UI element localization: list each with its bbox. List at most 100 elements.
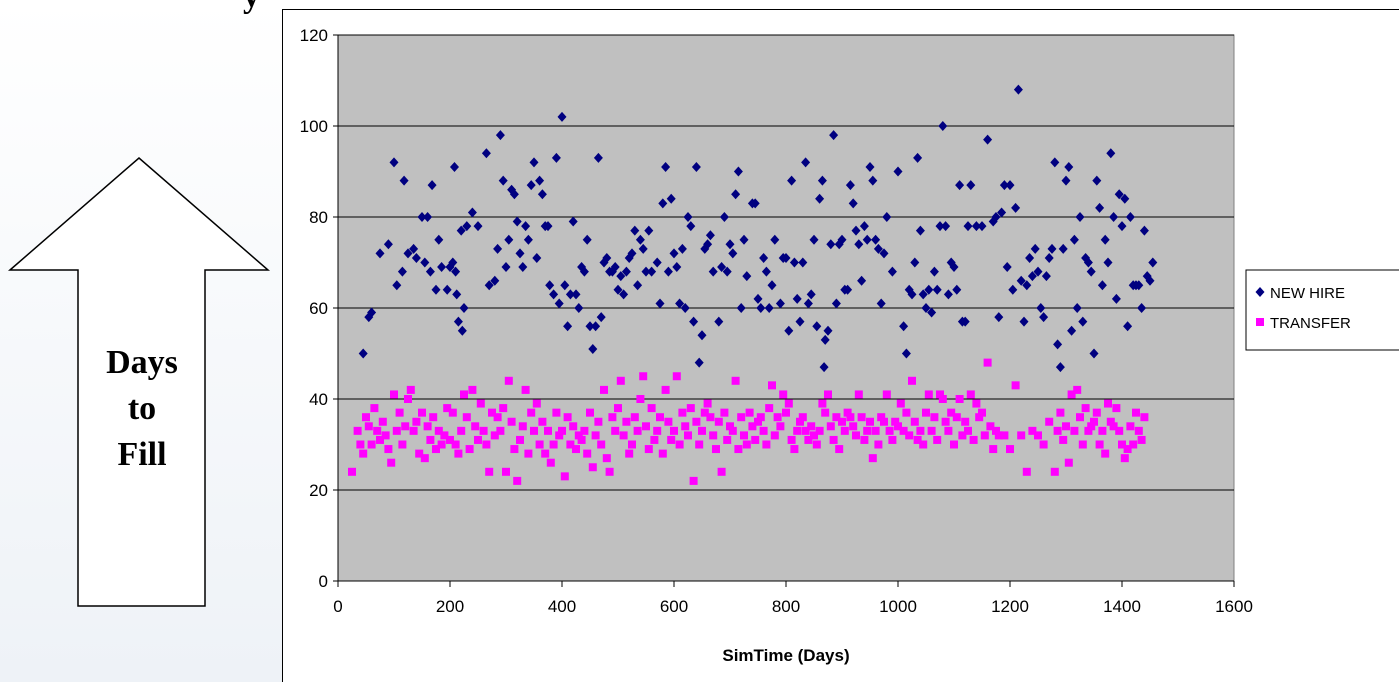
data-point-transfer: [451, 440, 460, 449]
data-point-transfer: [376, 435, 384, 444]
data-point-new-hire: [854, 239, 864, 250]
data-point-new-hire: [1050, 157, 1060, 168]
data-point-new-hire: [1044, 252, 1054, 263]
data-point-new-hire: [952, 284, 962, 295]
data-point-transfer: [530, 426, 538, 435]
data-point-transfer: [731, 376, 740, 385]
data-point-new-hire: [997, 207, 1007, 218]
data-point-transfer: [882, 390, 891, 399]
data-point-new-hire: [705, 230, 715, 241]
data-point-new-hire: [549, 289, 559, 300]
data-point-new-hire: [717, 262, 727, 273]
data-point-transfer: [398, 440, 407, 449]
data-point-new-hire: [837, 234, 847, 245]
data-point-transfer: [434, 426, 443, 435]
data-point-new-hire: [1025, 252, 1035, 263]
data-point-new-hire: [876, 298, 886, 309]
data-point-new-hire: [425, 266, 435, 277]
data-point-transfer: [1050, 467, 1059, 476]
data-point-new-hire: [635, 234, 645, 245]
data-point-transfer: [742, 440, 751, 449]
data-point-transfer: [947, 408, 956, 417]
data-point-new-hire: [784, 325, 794, 336]
data-point-transfer: [692, 417, 701, 426]
data-point-transfer: [1017, 431, 1026, 440]
data-point-transfer: [832, 413, 841, 422]
data-point-transfer: [910, 417, 919, 426]
data-point-new-hire: [731, 189, 741, 200]
data-point-new-hire: [1106, 148, 1116, 159]
data-point-transfer: [412, 417, 421, 426]
data-point-transfer: [700, 408, 709, 417]
data-point-transfer: [594, 417, 603, 426]
data-point-new-hire: [1125, 212, 1135, 222]
data-point-new-hire: [829, 130, 839, 141]
data-point-transfer: [401, 422, 410, 431]
data-point-new-hire: [501, 262, 511, 273]
data-point-transfer: [972, 399, 981, 408]
data-point-new-hire: [1100, 234, 1110, 245]
data-point-transfer: [709, 431, 718, 440]
data-point-transfer: [471, 422, 480, 431]
data-point-new-hire: [843, 284, 853, 295]
data-point-transfer: [658, 449, 667, 458]
data-point-new-hire: [857, 275, 867, 286]
data-point-new-hire: [789, 257, 799, 268]
data-point-new-hire: [504, 234, 514, 245]
data-point-transfer: [1056, 408, 1065, 417]
data-point-transfer: [418, 408, 426, 417]
data-point-transfer: [1059, 435, 1068, 444]
data-point-transfer: [924, 390, 933, 399]
data-point-new-hire: [924, 284, 934, 295]
data-point-new-hire: [630, 225, 640, 236]
data-point-transfer: [667, 435, 676, 444]
data-point-new-hire: [761, 266, 771, 277]
data-point-transfer: [650, 435, 659, 444]
data-point-new-hire: [1137, 303, 1147, 313]
data-point-new-hire: [613, 284, 623, 295]
y-tick-label: 120: [300, 26, 328, 45]
data-point-new-hire: [1086, 266, 1096, 277]
data-point-transfer: [448, 408, 457, 417]
data-point-new-hire: [1041, 271, 1051, 282]
data-point-transfer: [370, 404, 379, 413]
data-point-transfer: [849, 422, 858, 431]
data-point-new-hire: [389, 157, 399, 168]
data-point-transfer: [476, 399, 485, 408]
data-point-transfer: [432, 445, 440, 454]
data-point-transfer: [549, 440, 558, 449]
data-point-transfer: [527, 408, 536, 417]
data-point-new-hire: [518, 262, 528, 273]
data-point-new-hire: [792, 293, 802, 304]
data-point-new-hire: [899, 321, 909, 332]
data-point-new-hire: [411, 252, 421, 263]
data-point-transfer: [552, 408, 561, 417]
data-point-new-hire: [887, 266, 897, 277]
data-point-transfer: [625, 449, 634, 458]
data-point-transfer: [611, 426, 620, 435]
data-point-new-hire: [1008, 284, 1018, 295]
data-point-transfer: [975, 413, 984, 422]
data-point-transfer: [560, 472, 569, 481]
data-point-new-hire: [1092, 175, 1102, 186]
data-point-transfer: [446, 435, 454, 444]
data-point-new-hire: [803, 298, 813, 309]
data-point-transfer: [1070, 426, 1079, 435]
data-point-new-hire: [675, 298, 685, 309]
data-point-transfer: [835, 445, 844, 454]
data-point-transfer: [426, 435, 435, 444]
data-point-new-hire: [943, 289, 953, 300]
data-point-transfer: [854, 390, 863, 399]
arrow-label: Days to Fill: [78, 340, 206, 478]
data-point-transfer: [614, 404, 622, 413]
data-point-new-hire: [798, 257, 808, 268]
data-point-transfer: [384, 445, 393, 454]
data-point-transfer: [600, 385, 608, 394]
data-point-new-hire: [1081, 252, 1091, 263]
data-point-transfer: [779, 390, 788, 399]
data-point-transfer: [899, 426, 908, 435]
legend-label: TRANSFER: [1270, 315, 1351, 332]
data-point-new-hire: [1089, 348, 1099, 359]
data-point-new-hire: [1139, 225, 1149, 236]
data-point-transfer: [950, 440, 958, 449]
